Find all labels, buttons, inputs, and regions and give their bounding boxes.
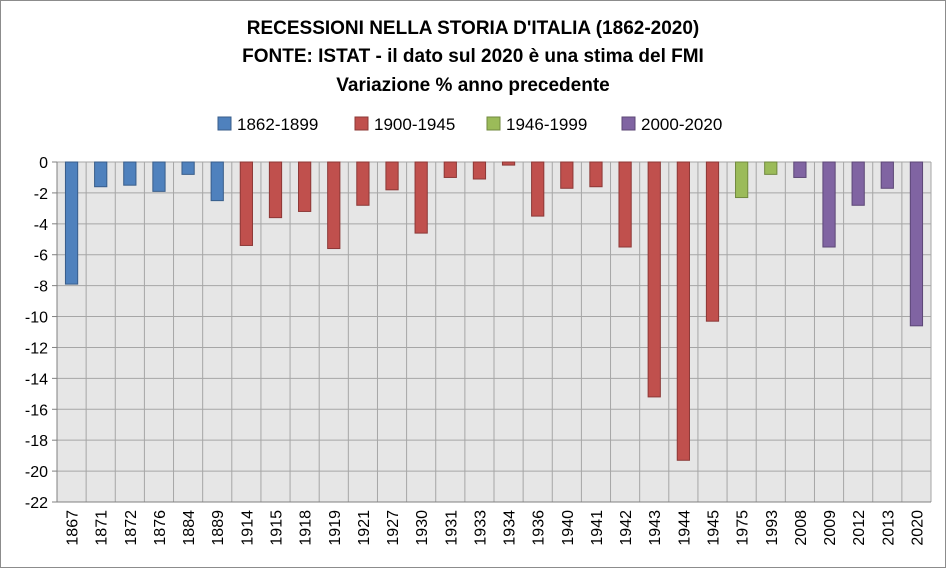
x-tick-label: 1921 <box>356 510 373 546</box>
chart-title-line-3: Variazione % anno precedente <box>336 75 609 96</box>
y-tick-label: -6 <box>34 248 48 265</box>
bar-2009 <box>822 161 836 248</box>
x-tick-label: 1889 <box>210 510 227 546</box>
x-tick-label: 2020 <box>909 510 926 546</box>
y-tick-label: -22 <box>25 495 48 512</box>
bar-1993 <box>764 161 778 175</box>
bar-2020 <box>909 161 924 327</box>
plot-area: 0 -2 -4 -6 -8 -10 -12 -14 -16 -18 -20 -22 1867 1871 18… <box>25 155 932 546</box>
bar-1921 <box>356 161 370 206</box>
x-tick-label: 1945 <box>706 510 723 546</box>
y-tick-label: -16 <box>25 402 48 419</box>
bar-1914 <box>239 161 253 246</box>
legend-swatch-1862-1899 <box>217 116 232 131</box>
y-tick-label: -20 <box>25 464 48 481</box>
y-tick-label: -12 <box>25 340 48 357</box>
x-tick-label: 2013 <box>880 510 897 546</box>
x-tick-label: 1933 <box>472 510 489 546</box>
legend-label: 1946-1999 <box>506 115 587 134</box>
legend-label: 2000-2020 <box>641 115 722 134</box>
legend-swatch-2000-2020 <box>621 116 636 131</box>
bar-1927 <box>385 161 399 191</box>
x-tick-label: 2008 <box>793 510 810 546</box>
x-tick-label: 1915 <box>269 510 286 546</box>
bar-2013 <box>880 161 894 189</box>
x-tick-label: 1943 <box>647 510 664 546</box>
bar-1975 <box>735 161 749 199</box>
legend-swatch-1946-1999 <box>486 116 501 131</box>
x-tick-label: 1934 <box>502 510 519 546</box>
chart-title-line-2: FONTE: ISTAT - il dato sul 2020 è una st… <box>242 46 704 67</box>
bar-1915 <box>268 161 283 219</box>
bar-1919 <box>327 161 341 250</box>
x-tick-label: 1872 <box>123 510 140 546</box>
bar-2012 <box>851 161 865 206</box>
y-tick-label: -2 <box>34 186 48 203</box>
x-tick-label: 1940 <box>560 510 577 546</box>
legend: 1862-1899 1900-1945 1946-1999 2000-2020 <box>217 115 722 134</box>
x-tick-label: 1918 <box>298 510 315 546</box>
bar-1934 <box>501 161 516 166</box>
bar-1944 <box>676 161 690 461</box>
bar-1930 <box>414 161 428 234</box>
bar-1936 <box>531 161 545 217</box>
bar-1871 <box>94 161 108 188</box>
x-tick-label: 1942 <box>618 510 635 546</box>
x-tick-label: 1871 <box>94 510 111 546</box>
x-tick-label: 1993 <box>764 510 781 546</box>
bar-1872 <box>123 161 137 186</box>
y-tick-label: 0 <box>39 155 48 172</box>
x-tick-label: 1944 <box>676 510 693 546</box>
y-tick-label: -10 <box>25 310 48 327</box>
bar-1941 <box>589 161 603 188</box>
bar-1884 <box>181 161 195 175</box>
y-tick-label: -18 <box>25 433 48 450</box>
bar-1943 <box>647 161 661 398</box>
y-tick-label: -4 <box>34 217 48 234</box>
x-tick-label: 1975 <box>735 510 752 546</box>
x-tick-label: 1941 <box>589 510 606 546</box>
bar-1940 <box>560 161 574 189</box>
x-tick-label: 1876 <box>152 510 169 546</box>
legend-label: 1900-1945 <box>374 115 455 134</box>
legend-label: 1862-1899 <box>237 115 318 134</box>
bar-1945 <box>705 161 720 322</box>
x-tick-label: 1919 <box>327 510 344 546</box>
x-tick-label: 1931 <box>443 510 460 546</box>
x-tick-label: 1884 <box>181 510 198 546</box>
x-tick-label: 1930 <box>414 510 431 546</box>
x-tick-label: 1867 <box>65 510 82 546</box>
x-tick-label: 1927 <box>385 510 402 546</box>
x-tick-label: 1914 <box>239 510 256 546</box>
legend-swatch-1900-1945 <box>354 116 369 131</box>
bar-1942 <box>618 161 632 248</box>
bar-1918 <box>298 161 312 212</box>
bar-1933 <box>472 161 487 180</box>
chart-title-line-1: RECESSIONI NELLA STORIA D'ITALIA (1862-2… <box>247 18 700 39</box>
y-tick-label: -14 <box>25 371 48 388</box>
x-tick-label: 2009 <box>822 510 839 546</box>
bar-1889 <box>210 161 224 202</box>
bar-1867 <box>64 161 79 285</box>
x-tick-label: 1936 <box>531 510 548 546</box>
bar-2008 <box>793 161 807 178</box>
x-tick-label: 2012 <box>851 510 868 546</box>
bar-1876 <box>152 161 166 192</box>
bar-1931 <box>443 161 457 178</box>
y-tick-label: -8 <box>34 279 48 296</box>
